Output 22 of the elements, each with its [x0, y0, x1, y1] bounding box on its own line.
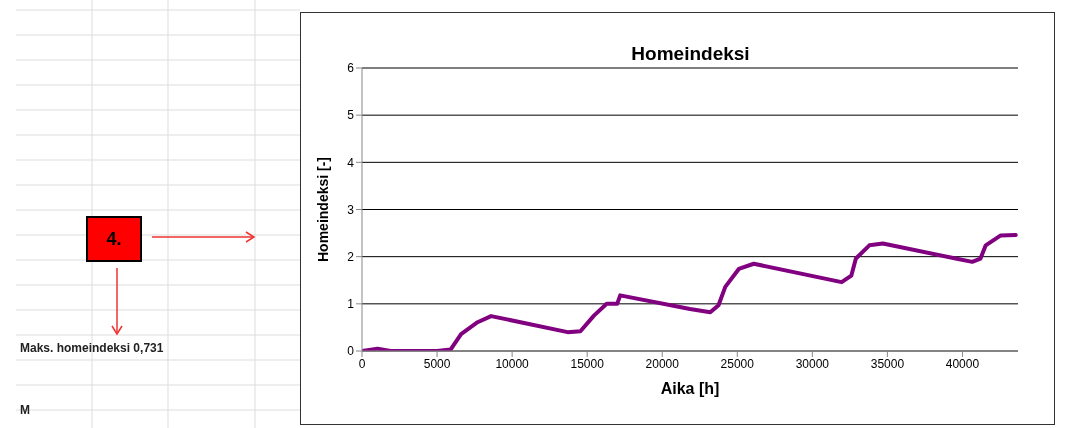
x-tick-label: 10000	[495, 356, 530, 371]
x-tick-label: 20000	[645, 356, 680, 371]
y-axis-title: Homeindeksi [-]	[314, 156, 331, 263]
y-tick-label: 6	[347, 61, 355, 76]
x-tick-label: 5000	[423, 356, 451, 371]
x-tick-label: 40000	[945, 356, 980, 371]
x-tick-label: 25000	[720, 356, 755, 371]
y-tick-label: 5	[347, 108, 355, 123]
x-tick-label: 0	[358, 356, 366, 371]
y-tick-label: 1	[347, 297, 355, 312]
y-tick-label: 3	[347, 202, 355, 217]
x-axis-title: Aika [h]	[660, 380, 720, 397]
numbered-box: 4.	[86, 216, 142, 262]
y-tick-label: 2	[347, 249, 355, 264]
text: M	[20, 403, 30, 417]
text: Maks. homeindeksi 0,731	[20, 341, 164, 355]
x-tick-label: 30000	[795, 356, 830, 371]
x-tick-label: 35000	[870, 356, 905, 371]
y-tick-label: 0	[347, 344, 355, 359]
y-tick-label: 4	[347, 155, 355, 170]
x-tick-label: 15000	[570, 356, 605, 371]
chart-title: Homeindeksi	[630, 43, 751, 65]
